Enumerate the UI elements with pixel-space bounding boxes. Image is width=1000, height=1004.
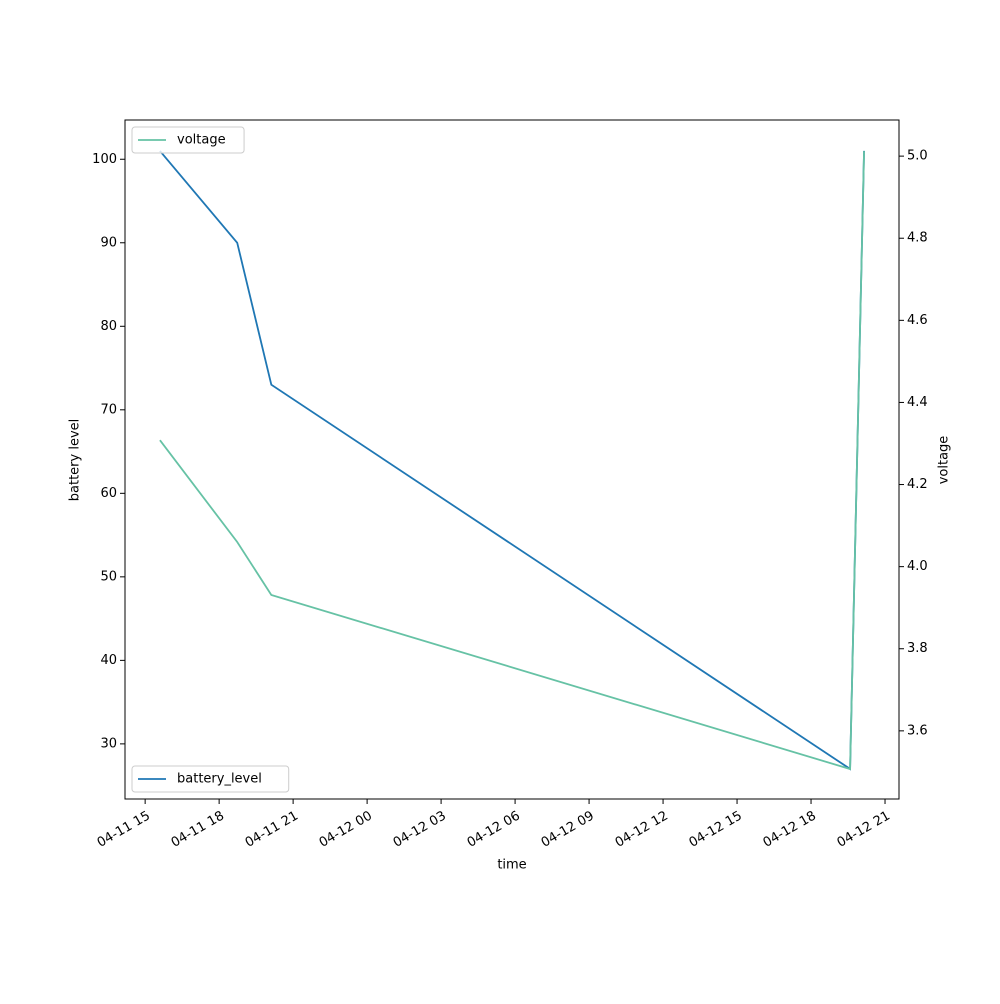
legend: voltage	[131, 126, 245, 154]
y2-tick-label: 4.8	[907, 231, 928, 246]
y2-tick-label: 4.4	[907, 395, 928, 410]
x-tick-label: 04-11 21	[243, 809, 301, 851]
y2-tick-label: 4.2	[907, 477, 928, 492]
y2-tick-label: 4.0	[907, 559, 928, 574]
y-axis-label: battery level	[68, 419, 83, 502]
x-tick-label: 04-12 15	[687, 809, 745, 851]
y-tick-label: 90	[100, 235, 117, 250]
x-tick-label: 04-11 18	[169, 809, 227, 851]
x-tick-label: 04-12 18	[761, 809, 819, 851]
y-tick-label: 50	[100, 569, 117, 584]
y-tick-label: 100	[92, 152, 117, 167]
y-tick-label: 70	[100, 402, 117, 417]
x-tick-label: 04-12 03	[391, 809, 449, 851]
series-line	[159, 150, 865, 771]
y2-tick-label: 3.6	[907, 723, 928, 738]
y2-tick-label: 3.8	[907, 641, 928, 656]
x-tick-label: 04-12 09	[539, 809, 597, 851]
y-tick-label: 80	[100, 319, 117, 334]
x-axis-label: time	[497, 858, 526, 873]
legend-box	[131, 765, 290, 793]
y-tick-label: 30	[100, 736, 117, 751]
y-tick-label: 40	[100, 653, 117, 668]
y-tick-label: 60	[100, 486, 117, 501]
y2-tick-label: 4.6	[907, 313, 928, 328]
plot-frame	[124, 119, 900, 800]
y2-tick-label: 5.0	[907, 149, 928, 164]
x-tick-label: 04-12 12	[613, 809, 671, 851]
legend-label: battery_level	[177, 772, 262, 787]
legend: battery_level	[131, 765, 290, 793]
legend-label: voltage	[177, 133, 226, 148]
y2-axis-label: voltage	[937, 436, 952, 485]
x-tick-label: 04-12 00	[317, 809, 375, 851]
x-tick-label: 04-12 21	[835, 809, 893, 851]
x-tick-label: 04-11 15	[95, 809, 153, 851]
x-tick-label: 04-12 06	[465, 809, 523, 851]
legend-box	[131, 126, 245, 154]
series-line	[159, 151, 865, 771]
